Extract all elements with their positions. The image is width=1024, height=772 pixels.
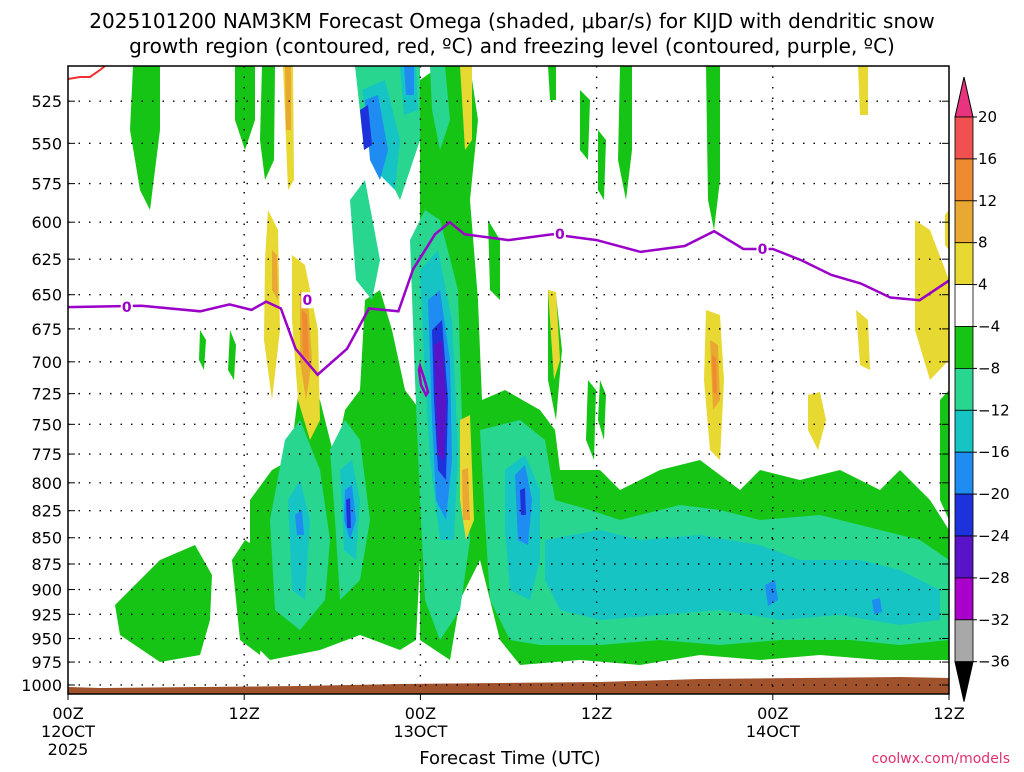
y-tick-label: 900 (31, 581, 62, 600)
colorbar-segment (954, 493, 974, 537)
colorbar-label: −16 (978, 443, 1010, 461)
freezing-label-bg (120, 299, 133, 316)
y-tick-label: 850 (31, 529, 62, 548)
colorbar-segment (954, 409, 974, 453)
x-tick-label: 12Z (933, 704, 964, 723)
x-tick-label: 00Z (52, 704, 83, 723)
colorbar-label: −20 (978, 485, 1010, 503)
y-tick-label: 825 (31, 502, 62, 521)
chart-title-line2: growth region (contoured, red, ºC) and f… (129, 34, 895, 58)
y-tick-label: 650 (31, 286, 62, 305)
colorbar-segment (954, 158, 974, 202)
x-tick-year: 2025 (48, 740, 89, 759)
ground-terrain (68, 677, 949, 694)
colorbar-segment (954, 242, 974, 285)
colorbar-segment (954, 326, 974, 369)
freezing-level-labels: 0 0 0 0 (120, 226, 769, 316)
y-tick-label: 600 (31, 213, 62, 232)
omega-redorange-areas (302, 310, 717, 395)
colorbar-top-arrow (954, 76, 974, 118)
y-tick-label: 700 (31, 353, 62, 372)
y-tick-label: 725 (31, 385, 62, 404)
y-tick-label: 975 (31, 653, 62, 672)
y-tick-label: 775 (31, 445, 62, 464)
y-tick-label: 1000 (21, 676, 62, 695)
colorbar-label: −32 (978, 611, 1010, 629)
freezing-level-line (68, 220, 949, 377)
y-tick-label: 675 (31, 320, 62, 339)
colorbar-segment (954, 535, 974, 579)
colorbar-label: −12 (978, 401, 1010, 419)
freezing-label-bg (756, 240, 769, 257)
dgz-red-contour (68, 66, 106, 80)
colorbar-segment (954, 367, 974, 411)
freezing-level-label: 0 (122, 300, 132, 316)
y-tick-label: 550 (31, 134, 62, 153)
colorbar-segment (954, 619, 974, 663)
colorbar-segment (954, 284, 974, 327)
x-tick-date: 12OCT (41, 722, 95, 741)
freezing-label-bg (301, 292, 314, 309)
colorbar-segment (954, 200, 974, 244)
colorbar-bottom-arrow (954, 661, 974, 702)
freezing-level-loop (417, 361, 430, 398)
colorbar-label: −8 (978, 359, 1000, 377)
colorbar-segment (954, 451, 974, 495)
colorbar-label: 16 (978, 150, 997, 168)
colorbar-label: 4 (978, 276, 988, 294)
colorbar-label: 20 (978, 108, 997, 126)
colorbar-label: −4 (978, 318, 1000, 336)
y-tick-label: 800 (31, 474, 62, 493)
colorbar-segment (954, 116, 974, 160)
x-tick-date: 14OCT (746, 722, 800, 741)
colorbar-label: −36 (978, 653, 1010, 671)
y-tick-label: 525 (31, 92, 62, 111)
x-tick-label: 12Z (581, 704, 612, 723)
freezing-label-bg (553, 226, 566, 243)
x-tick-label: 12Z (229, 704, 260, 723)
y-tick-label: 625 (31, 250, 62, 269)
y-tick-label: 925 (31, 605, 62, 624)
y-tick-label: 750 (31, 415, 62, 434)
freezing-level-label: 0 (555, 227, 565, 243)
colorbar: 20 16 12 8 4 −4 −8 −12 −16 −20 −24 −28 −32 −36 (954, 76, 1010, 702)
credit-text: coolwx.com/models (872, 751, 1010, 767)
colorbar-label: −28 (978, 569, 1010, 587)
colorbar-label: −24 (978, 527, 1010, 545)
freezing-level-label: 0 (302, 293, 312, 309)
plot-area: 0 0 0 0 (68, 66, 949, 694)
chart-title-line1: 2025101200 NAM3KM Forecast Omega (shaded… (89, 9, 934, 33)
y-tick-label: 575 (31, 175, 62, 194)
x-tick-label: 00Z (757, 704, 788, 723)
y-tick-label: 875 (31, 555, 62, 574)
x-tick-label: 00Z (405, 704, 436, 723)
y-tick-label: 950 (31, 630, 62, 649)
omega-purple-areas (434, 340, 446, 460)
colorbar-segment (954, 577, 974, 621)
colorbar-label: 8 (978, 234, 988, 252)
y-axis: 525 550 575 600 625 650 675 700 725 750 775 800 825 8… (21, 92, 949, 695)
colorbar-label: 12 (978, 192, 997, 210)
plot-frame (67, 65, 950, 695)
x-tick-date: 13OCT (393, 722, 447, 741)
freezing-level-label: 0 (758, 242, 768, 258)
x-axis-title: Forecast Time (UTC) (419, 748, 600, 768)
